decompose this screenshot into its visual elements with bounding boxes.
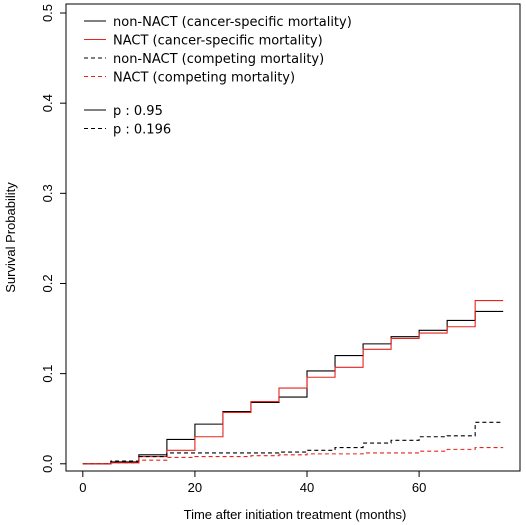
y-axis-label: Survival Probability: [3, 182, 18, 293]
p-value-label: p : 0.95: [113, 104, 163, 119]
legend-label: NACT (competing mortality): [113, 71, 295, 86]
legend: non-NACT (cancer-specific mortality) NACT…: [84, 15, 352, 86]
legend-label: NACT (cancer-specific mortality): [113, 34, 323, 49]
y-tick-label: 0.1: [40, 365, 55, 383]
plot-frame: [65, 3, 521, 472]
x-tick-label: 0: [79, 480, 86, 495]
x-tick-label: 20: [188, 480, 202, 495]
series-line-3: [82, 447, 504, 465]
y-tick-label: 0.3: [40, 184, 55, 202]
y-tick-label: 0.2: [40, 274, 55, 292]
y-tick-label: 0.4: [40, 94, 55, 112]
series-layer: [82, 300, 504, 465]
x-tick-label: 60: [412, 480, 426, 495]
series-line-0: [82, 310, 504, 465]
x-axis-label: Time after initiation treatment (months): [184, 507, 407, 522]
y-tick-label: 0.0: [40, 455, 55, 473]
x-tick-label: 40: [300, 480, 314, 495]
legend-label: non-NACT (cancer-specific mortality): [113, 15, 352, 30]
x-axis: 0 20 40 60: [79, 471, 426, 495]
y-tick-label: 0.5: [40, 4, 55, 22]
series-line-1: [82, 300, 504, 465]
y-axis: 0.0 0.1 0.2 0.3 0.4 0.5: [40, 4, 66, 473]
legend-label: non-NACT (competing mortality): [113, 52, 324, 67]
p-value-label: p : 0.196: [113, 123, 171, 138]
series-line-2: [82, 421, 504, 465]
p-value-legend: p : 0.95 p : 0.196: [84, 104, 171, 138]
